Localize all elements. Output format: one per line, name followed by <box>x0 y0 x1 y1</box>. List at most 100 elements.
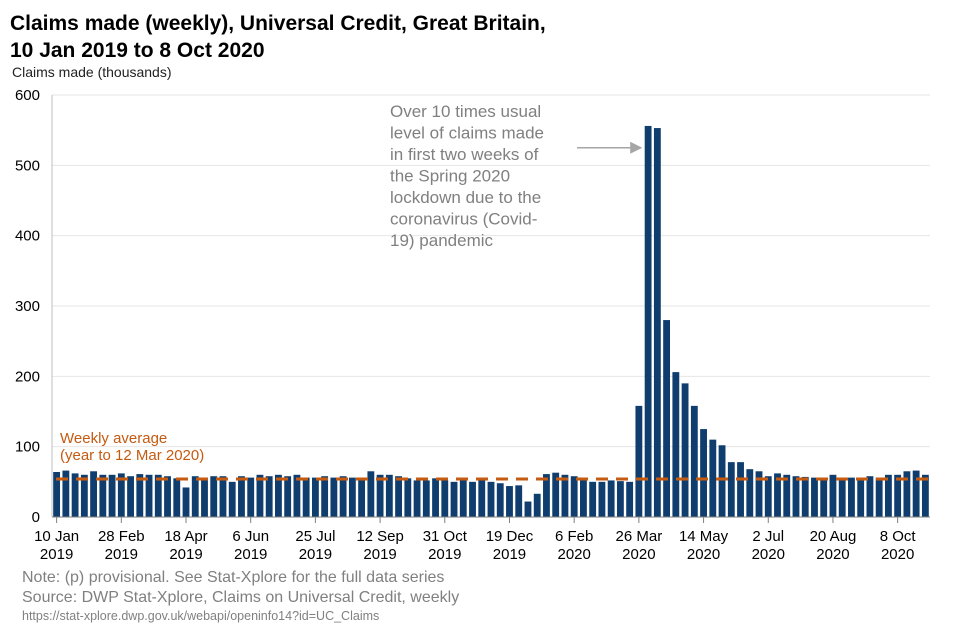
bar <box>607 480 615 517</box>
x-tick-label: 6 Feb <box>555 528 593 545</box>
y-axis-label: Claims made (thousands) <box>12 64 172 80</box>
bar <box>811 477 818 517</box>
annotation-text-line: the Spring 2020 <box>390 167 510 186</box>
average-label-line1: Weekly average <box>60 430 167 447</box>
bar <box>302 477 310 517</box>
bar <box>459 480 467 517</box>
bar <box>256 474 264 517</box>
bar <box>422 480 430 517</box>
annotation-text-line: level of claims made <box>390 124 544 143</box>
bar <box>543 474 550 517</box>
x-tick-label: 28 Feb <box>98 528 145 545</box>
bar <box>857 478 865 517</box>
bar <box>487 481 495 517</box>
bar <box>496 483 504 517</box>
x-tick-label: 8 Oct <box>880 528 917 545</box>
bar <box>737 462 744 517</box>
bar <box>395 476 402 517</box>
x-tick-label: 26 Mar <box>616 528 663 545</box>
y-tick-label: 500 <box>15 157 40 174</box>
bar <box>450 481 458 517</box>
bar <box>663 320 671 517</box>
bar <box>265 476 273 517</box>
x-tick-label: 2 Jul <box>752 528 784 545</box>
bar <box>219 476 227 517</box>
bar <box>875 477 883 517</box>
x-tick-label-year: 2019 <box>105 546 138 563</box>
bar <box>755 471 763 517</box>
x-tick-label: 12 Sep <box>356 528 404 545</box>
annotation-text-line: Over 10 times usual <box>390 102 541 121</box>
average-line: Weekly average(year to 12 Mar 2020) <box>56 430 928 481</box>
x-tick-label-year: 2019 <box>40 546 73 563</box>
annotation-text-line: 19) pandemic <box>390 231 494 250</box>
chart-title-line1: Claims made (weekly), Universal Credit, … <box>10 12 546 35</box>
y-tick-label: 600 <box>15 87 40 104</box>
bar <box>191 476 199 517</box>
bar <box>71 473 79 517</box>
bar <box>829 474 837 517</box>
annotation-text-line: coronavirus (Covid- <box>390 210 537 229</box>
bar <box>506 486 513 517</box>
bar <box>358 480 366 517</box>
chart-notes: Note: (p) provisional. See Stat-Xplore f… <box>22 568 459 625</box>
bar <box>783 474 791 517</box>
bar <box>635 405 643 517</box>
bar <box>561 474 569 517</box>
average-label-line2: (year to 12 Mar 2020) <box>60 447 204 464</box>
x-tick-label: 31 Oct <box>423 528 468 545</box>
x-tick-label-year: 2020 <box>557 546 590 563</box>
bar <box>718 445 726 517</box>
bar <box>53 471 61 517</box>
x-tick-label: 25 Jul <box>295 528 335 545</box>
bar <box>90 471 98 517</box>
chart-title-line2: 10 Jan 2019 to 8 Oct 2020 <box>10 39 265 62</box>
bar <box>801 476 809 517</box>
bar <box>764 476 772 517</box>
x-tick-label-year: 2020 <box>881 546 914 563</box>
bar <box>616 481 624 517</box>
y-tick-label: 200 <box>15 368 40 385</box>
bar <box>62 470 70 517</box>
bar <box>533 493 541 517</box>
bar <box>385 474 393 517</box>
x-tick-label-year: 2020 <box>816 546 849 563</box>
bar <box>228 481 236 517</box>
bar <box>136 474 144 517</box>
bar <box>339 476 347 517</box>
y-tick-label: 400 <box>15 228 40 245</box>
bar <box>469 481 476 517</box>
bar <box>672 372 680 517</box>
bar <box>441 480 449 517</box>
bar <box>432 478 439 517</box>
bars <box>53 125 929 518</box>
bar <box>145 474 153 517</box>
y-tick-label: 0 <box>32 509 40 526</box>
bar <box>413 480 421 517</box>
bar <box>99 474 107 517</box>
bar <box>478 480 486 517</box>
bar <box>275 474 282 517</box>
bar <box>108 474 116 517</box>
bar <box>330 477 338 517</box>
x-tick-label: 6 Jun <box>232 528 269 545</box>
x-tick-label: 19 Dec <box>486 528 534 545</box>
bar <box>164 476 171 517</box>
bar <box>774 473 781 517</box>
bar <box>727 462 735 517</box>
x-tick-label-year: 2020 <box>752 546 785 563</box>
bar <box>884 474 892 517</box>
bar <box>580 478 587 517</box>
bar <box>598 481 606 517</box>
bar <box>311 477 319 517</box>
source-url: https://stat-xplore.dwp.gov.uk/webapi/op… <box>22 609 380 623</box>
bar <box>284 476 292 517</box>
x-tick-label-year: 2020 <box>687 546 720 563</box>
bar <box>173 478 181 517</box>
annotation-text-line: in first two weeks of <box>390 145 539 164</box>
bar <box>127 476 134 517</box>
bar <box>644 125 652 518</box>
x-tick-label-year: 2019 <box>493 546 526 563</box>
bar <box>154 474 162 517</box>
